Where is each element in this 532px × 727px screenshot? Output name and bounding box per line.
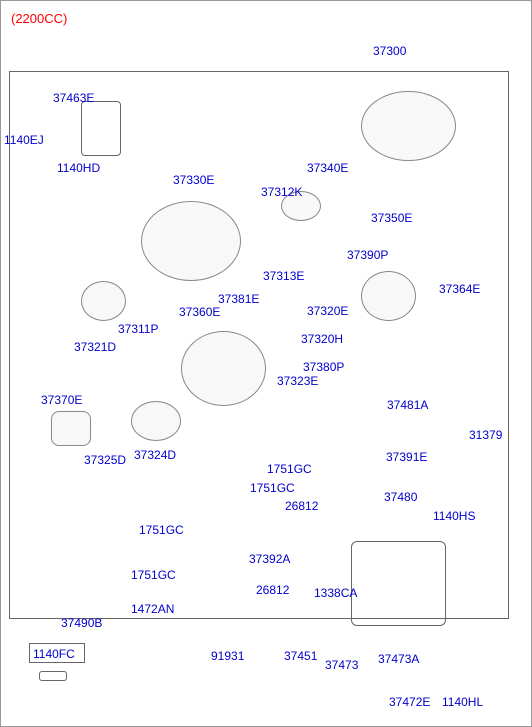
part-sketch-front-housing <box>141 201 241 281</box>
part-label-1338CA: 1338CA <box>314 586 357 600</box>
part-label-37481A: 37481A <box>387 398 428 412</box>
bolt-sketch <box>39 671 67 681</box>
part-label-31379: 31379 <box>469 428 502 442</box>
part-label-1751GC: 1751GC <box>139 523 184 537</box>
part-sketch-stator <box>181 331 266 406</box>
part-label-37311P: 37311P <box>118 322 158 336</box>
part-label-37480: 37480 <box>384 490 417 504</box>
part-label-37472E: 37472E <box>389 695 430 709</box>
part-label-1140HD: 1140HD <box>57 161 100 175</box>
part-sketch-ring <box>131 401 181 441</box>
part-label-1140EJ: 1140EJ <box>4 133 44 147</box>
part-sketch-regulator <box>51 411 91 446</box>
part-label-37370E: 37370E <box>41 393 82 407</box>
part-label-37320E: 37320E <box>307 304 348 318</box>
part-label-1751GC: 1751GC <box>267 462 312 476</box>
part-label-37381E: 37381E <box>218 292 259 306</box>
part-label-37490B: 37490B <box>61 616 102 630</box>
part-label-37364E: 37364E <box>439 282 480 296</box>
part-sketch-pulley-assy <box>361 91 456 161</box>
part-sketch-vacuum-pump <box>361 271 416 321</box>
part-label-1751GC: 1751GC <box>131 568 176 582</box>
part-label-26812: 26812 <box>285 499 318 513</box>
part-label-37340E: 37340E <box>307 161 348 175</box>
part-label-37312K: 37312K <box>261 185 302 199</box>
variant-header: (2200CC) <box>11 11 67 26</box>
part-label-37463E: 37463E <box>53 91 94 105</box>
part-label-1140HS: 1140HS <box>433 509 475 523</box>
part-label-37473A: 37473A <box>378 652 419 666</box>
part-sketch-bracket <box>351 541 446 626</box>
part-label-37330E: 37330E <box>173 173 214 187</box>
part-label-37325D: 37325D <box>84 453 126 467</box>
part-label-37320H: 37320H <box>301 332 343 346</box>
part-label-37324D: 37324D <box>134 448 176 462</box>
part-label-37300: 37300 <box>373 44 406 58</box>
part-label-37392A: 37392A <box>249 552 290 566</box>
part-label-1140HL: 1140HL <box>442 695 483 709</box>
part-sketch-pulley <box>81 281 126 321</box>
part-label-1751GC: 1751GC <box>250 481 295 495</box>
part-label-91931: 91931 <box>211 649 244 663</box>
part-label-37390P: 37390P <box>347 248 388 262</box>
part-label-37380P: 37380P <box>303 360 344 374</box>
part-sketch-bracket-arm <box>81 101 121 156</box>
part-label-37473: 37473 <box>325 658 358 672</box>
part-label-1472AN: 1472AN <box>131 602 174 616</box>
boxed-part-label: 1140FC <box>33 647 75 661</box>
part-label-37360E: 37360E <box>179 305 220 319</box>
part-label-26812: 26812 <box>256 583 289 597</box>
part-label-37350E: 37350E <box>371 211 412 225</box>
part-label-37391E: 37391E <box>386 450 427 464</box>
part-label-37323E: 37323E <box>277 374 318 388</box>
part-label-37321D: 37321D <box>74 340 116 354</box>
part-label-37313E: 37313E <box>263 269 304 283</box>
part-label-37451: 37451 <box>284 649 317 663</box>
